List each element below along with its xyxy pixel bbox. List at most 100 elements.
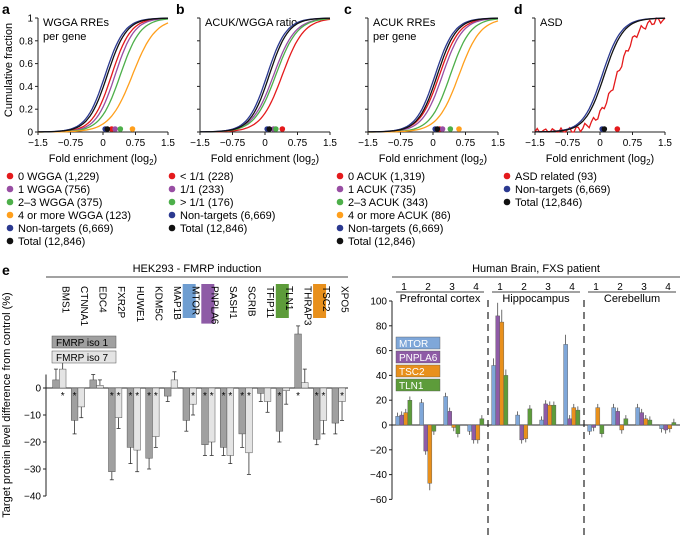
panel-title: ACUK/WGGA ratio [205,17,297,29]
cdf-ylabel: Cumulative fraction [3,23,15,117]
legend-dot-5 [336,237,344,245]
x-axis-label: Fold enrichment (log2) [379,153,487,167]
brain-y-tick-label: 80 [376,321,388,332]
brain-bar-tln1 [455,424,461,434]
brain-bar-tsc2 [643,418,649,426]
patient-label: 1 [593,282,599,293]
legend-dot-1 [6,185,14,193]
brain-bar-tln1 [671,422,677,426]
bar-thrap3-0 [294,333,302,389]
panel-title: per gene [43,31,86,43]
significance-star: * [240,391,244,402]
brain-bar-tsc2 [451,424,457,428]
brain-y-tick-label: 60 [376,346,388,357]
significance-star: * [61,391,65,402]
brain-bar-chart: Human Brain, FXS patient 100 80 60 40 20 0 −20 −… [370,263,680,535]
bar-thrap3-1 [301,382,309,389]
x-tick-label: 1.5 [491,138,505,149]
brain-bar-pnpla6 [471,424,476,441]
panel-label-c: c [344,1,352,17]
legend-label-0: FMRP iso 1 [56,338,108,349]
patient-label: 1 [401,282,407,293]
brain-legend-label: TSC2 [399,367,425,378]
e-y-tick-label: −10 [24,411,41,422]
brain-bar-mtor [539,419,544,426]
brain-bar-tln1 [431,424,437,432]
brain-bar-tsc2 [427,424,433,484]
patient-label: 1 [497,282,503,293]
brain-bar-mtor [395,416,400,426]
legend-dot-2 [336,198,344,206]
cdf-line-4 [200,17,330,133]
brain-bar-tln1 [623,418,629,426]
patient-label: 2 [521,282,527,293]
brain-bar-mtor [419,402,424,426]
patient-label: 4 [569,282,575,293]
legend-dot-1 [336,185,344,193]
patient-label: 2 [617,282,623,293]
brain-y-tick-label: −60 [370,495,387,506]
bar-ctnna1-1 [77,387,85,408]
brain-y-tick-label: 20 [376,396,388,407]
brain-y-tick-label: −40 [370,470,387,481]
x-tick-label: −1.5 [358,138,378,149]
median-dot-2 [601,126,608,132]
median-dot-2 [117,126,124,132]
category-label-scrib: SCRIB [246,286,257,317]
e-y-tick-label: −20 [24,438,41,449]
median-dot-1 [112,126,118,132]
brain-bar-pnpla6 [399,414,404,426]
bar-mtor-0 [182,387,190,421]
x-tick-label: 1.5 [658,138,672,149]
brain-legend-label: TLN1 [399,381,424,392]
brain-bar-mtor [659,424,664,429]
brain-bar-pnpla6 [663,424,668,431]
x-axis-label: Fold enrichment (log2) [49,153,157,167]
region-label: Hippocampus [502,293,570,305]
brain-bar-mtor [635,407,640,426]
brain-bar-tsc2 [547,404,553,426]
cdf-panels: −1.5 −0.75 0 0.75 1.5 0 0.2 0.4 0.6 0.8 1 WGGA RREs… [6,14,672,248]
e-ylabel: Target protein level difference from con… [1,292,13,517]
e-y-tick-label: −40 [24,492,41,503]
significance-star: * [147,391,151,402]
significance-star: * [191,391,195,402]
significance-star: * [73,391,77,402]
brain-bar-pnpla6 [591,424,596,428]
cdf-panel-d: −1.5 −0.75 0 0.75 1.5 ASD Fold enrichment (log… [503,17,672,209]
patient-label: 3 [545,282,551,293]
legend-label-0: ASD related (93) [515,171,597,183]
significance-star: * [117,391,121,402]
brain-bar-tln1 [575,409,581,426]
x-tick-label: −0.75 [555,138,581,149]
x-tick-label: 0.75 [623,138,643,149]
legend-label-1: 1/1 (233) [180,184,224,196]
category-label-map1b: MAP1B [171,286,182,320]
brain-bar-tsc2 [475,424,481,441]
legend-label-3: 4 or more WGGA (123) [18,210,131,222]
panel-title: ACUK RREs [373,17,436,29]
median-dot-0 [279,126,286,132]
brain-bar-pnpla6 [447,411,452,426]
significance-star: * [154,391,158,402]
significance-star: * [228,391,232,402]
patient-label: 3 [449,282,455,293]
brain-bar-pnpla6 [495,315,500,426]
brain-bar-mtor [611,407,616,426]
x-axis-label: Fold enrichment (log2) [546,153,654,167]
cdf-panel-b: −1.5 −0.75 0 0.75 1.5 ACUK/WGGA ratio Fold enr… [168,17,337,235]
brain-legend-box [395,364,441,378]
x-tick-label: 0 [430,138,436,149]
legend-dot-5 [6,237,14,245]
legend-box-1 [51,350,117,364]
legend-label-0: < 1/1 (228) [180,171,234,183]
cdf-line-1 [535,17,665,133]
region-label: Prefrontal cortex [400,293,481,305]
legend-dot-2 [6,198,14,206]
category-label-kdm5c: KDM5C [152,286,163,321]
brain-bar-tsc2 [403,412,409,426]
significance-star: * [321,391,325,402]
brain-bar-mtor [563,344,568,426]
legend-label-4: Total (12,846) [180,223,247,235]
